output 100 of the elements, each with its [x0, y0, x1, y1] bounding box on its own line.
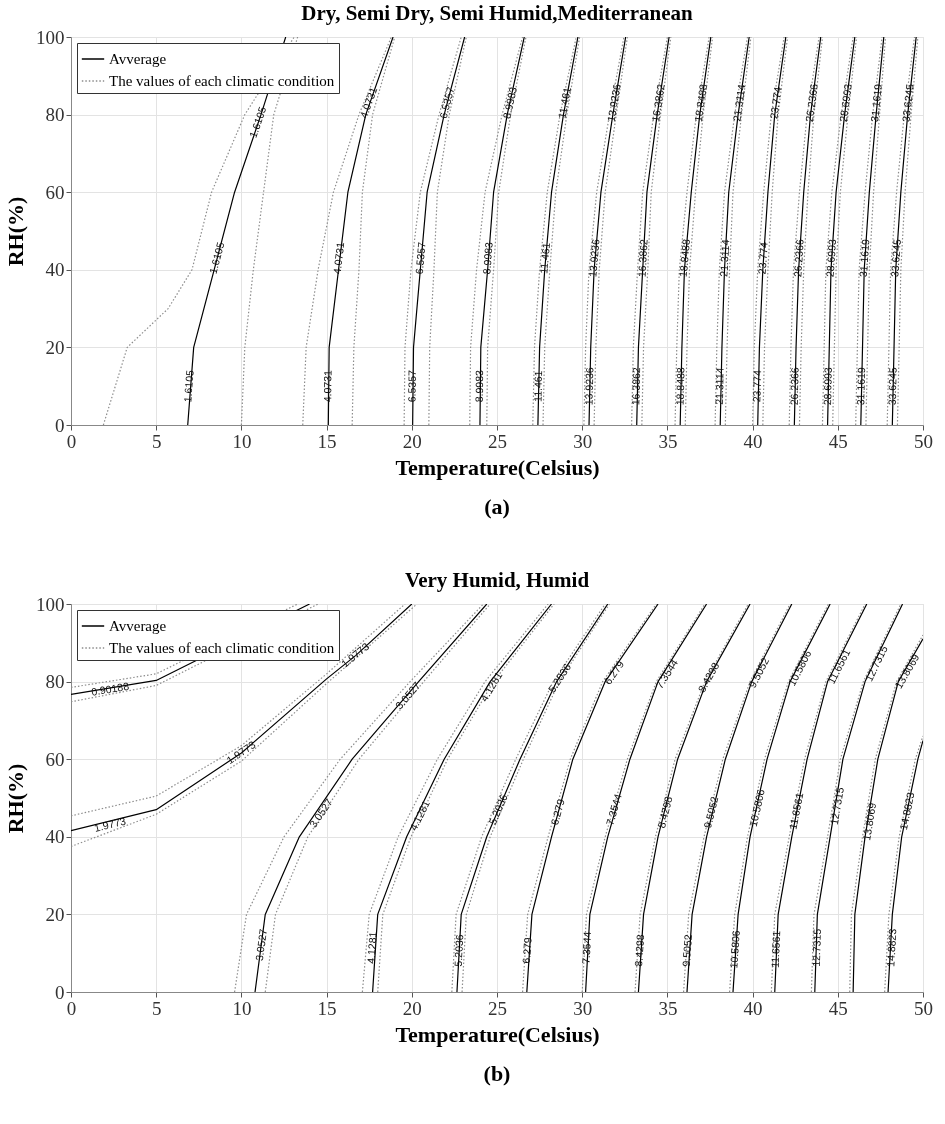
annotation: 8.9983: [500, 85, 519, 120]
annotation: 23.774: [750, 369, 764, 403]
y-tick-label: 100: [36, 593, 65, 615]
annotation: 12.7315: [809, 928, 823, 967]
annotation: 16.3862: [635, 238, 650, 278]
y-tick-label: 0: [55, 414, 65, 436]
annotation: 0.90188: [90, 679, 130, 698]
y-tick-label: 100: [36, 26, 65, 48]
annotation: 18.8488: [676, 238, 692, 278]
annotation: 33.6245: [899, 83, 916, 123]
x-tick-label: 45: [828, 430, 848, 452]
text: (a): [484, 494, 510, 519]
x-tick-label: 20: [402, 997, 422, 1019]
annotation: 8.4298: [632, 933, 647, 967]
annotation: 11.6561: [786, 791, 806, 831]
annotation: 11.461: [555, 86, 573, 120]
x-tick-label: 10: [232, 430, 252, 452]
x-tick-label: 10: [232, 997, 252, 1019]
annotation: 6.5357: [436, 85, 457, 120]
annotation: 5.2036: [451, 933, 466, 967]
annotation: 6.279: [548, 797, 567, 827]
annotation: 21.3114: [712, 367, 726, 405]
annotation: 13.9236: [604, 82, 623, 123]
annotation: 6.5357: [405, 369, 418, 403]
annotation: 8.9983: [472, 369, 486, 403]
x-tick-label: 35: [658, 430, 678, 452]
y-tick-label: 40: [45, 826, 65, 848]
chart-title: Very Humid, Humid: [404, 568, 590, 592]
annotation: 4.0731: [330, 241, 347, 275]
annotation: 28.6993: [823, 238, 839, 278]
annotation: 9.5052: [679, 933, 694, 967]
annotation: 7.3544: [603, 792, 624, 827]
x-axis-title: Temperature(Celsius): [395, 1021, 600, 1047]
y-tick-label: 60: [45, 748, 65, 770]
annotation: 6.5357: [412, 241, 428, 275]
legend-label: Avverage: [109, 618, 167, 634]
y-axis-title: RH(%): [3, 196, 28, 267]
annotation: 21.3114: [730, 83, 748, 123]
annotation: 23.774: [755, 241, 770, 275]
annotation: 31.1619: [854, 366, 868, 406]
annotation: 16.3862: [629, 366, 643, 406]
annotation: 31.1619: [856, 238, 872, 278]
x-tick-label: 15: [317, 997, 337, 1019]
annotation: 14.8823: [896, 791, 917, 831]
annotation: 13.8069: [860, 801, 879, 842]
annotation: 18.8488: [691, 83, 710, 123]
y-tick-label: 20: [45, 336, 65, 358]
annotation: 1.6105: [206, 240, 227, 275]
annotation: 3.0527: [252, 928, 269, 962]
text: (b): [483, 1061, 511, 1086]
annotation: 13.9236: [586, 238, 602, 278]
annotation: 12.7315: [827, 786, 846, 826]
x-tick-label: 25: [488, 430, 507, 452]
x-tick-label: 20: [402, 430, 422, 452]
x-tick-label: 35: [658, 997, 678, 1019]
annotation: 21.3114: [717, 239, 732, 277]
annotation: 31.1619: [868, 83, 884, 123]
x-tick-label: 40: [743, 997, 763, 1019]
annotation: 11.461: [537, 241, 552, 275]
annotation: 8.9983: [480, 241, 495, 275]
annotation: 28.6993: [821, 366, 834, 406]
x-tick-label: 30: [573, 997, 593, 1019]
x-tick-label: 50: [914, 997, 933, 1019]
x-axis-title: Temperature(Celsius): [395, 454, 600, 480]
annotation: 33.6245: [885, 366, 899, 406]
x-tick-label: 25: [488, 997, 507, 1019]
x-tick-label: 45: [828, 997, 848, 1019]
annotation: 1.6105: [246, 104, 269, 140]
x-tick-label: 30: [573, 430, 593, 452]
y-tick-label: 60: [45, 181, 65, 203]
annotation: 16.3862: [649, 82, 667, 123]
x-tick-label: 15: [317, 430, 337, 452]
annotation: 6.279: [519, 936, 534, 964]
annotation: 23.774: [767, 85, 784, 120]
annotation: 18.8488: [673, 366, 687, 406]
annotation: 26.2366: [787, 366, 801, 406]
annotation: 7.3544: [579, 931, 594, 965]
annotation: 28.6993: [836, 83, 854, 123]
annotation: 11.6561: [768, 930, 783, 969]
legend-label: Avverage: [109, 51, 167, 67]
y-tick-label: 40: [45, 259, 65, 281]
annotation: 4.1281: [364, 931, 379, 965]
annotation: 9.5052: [701, 794, 721, 830]
annotation: 13.9236: [582, 366, 596, 406]
annotation: 33.6245: [888, 238, 903, 278]
annotation: 4.0731: [357, 85, 380, 120]
legend-label: The values of each climatic condition: [109, 73, 335, 89]
annotation: 8.4298: [654, 794, 675, 830]
y-tick-label: 80: [45, 104, 65, 126]
chart-title: Dry, Semi Dry, Semi Humid,Mediterranean: [301, 1, 693, 25]
x-tick-label: 5: [151, 430, 162, 452]
annotation: 1.9773: [92, 814, 128, 834]
annotation: 4.0731: [321, 369, 334, 403]
y-axis-title: RH(%): [3, 763, 28, 834]
annotation: 26.2366: [802, 83, 820, 123]
x-tick-label: 50: [914, 430, 933, 452]
legend-label: The values of each climatic condition: [109, 640, 335, 656]
x-tick-label: 40: [743, 430, 763, 452]
annotation: 11.461: [531, 370, 545, 402]
annotation: 14.8823: [884, 928, 899, 967]
